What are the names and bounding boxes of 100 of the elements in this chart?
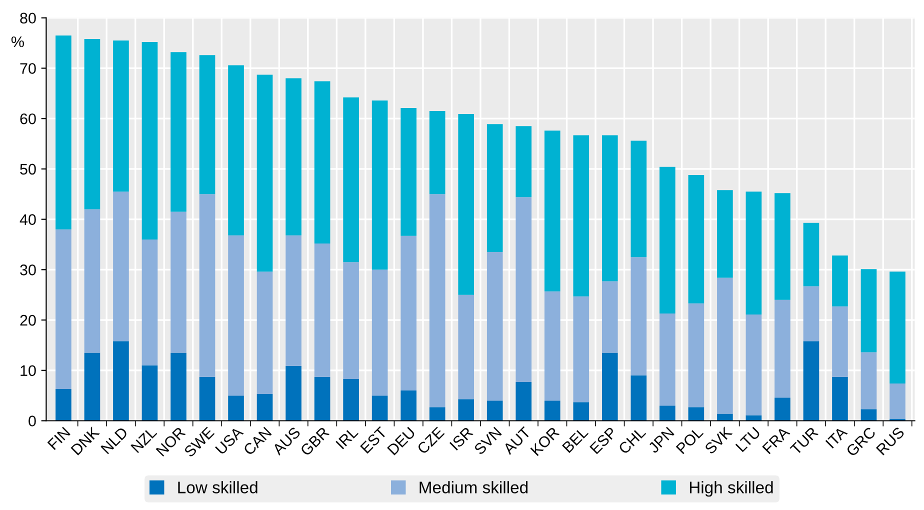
bar [199, 194, 216, 377]
bar [142, 239, 158, 366]
bar [429, 194, 446, 408]
bar [400, 390, 416, 421]
bar [860, 352, 877, 410]
bar [84, 39, 100, 210]
bar [688, 303, 704, 408]
bar [803, 341, 820, 421]
bar [286, 366, 302, 421]
bar [602, 352, 618, 421]
x-tick-label: FIN [47, 426, 70, 450]
bar [228, 235, 244, 396]
x-tick-label: FRA [762, 426, 790, 454]
bar [372, 100, 388, 270]
bar [256, 394, 273, 421]
bar [84, 209, 100, 353]
y-tick-label: 40 [20, 214, 36, 225]
legend-label: Medium skilled [420, 481, 528, 494]
bar [142, 42, 158, 240]
bar [429, 111, 446, 194]
bar [343, 262, 359, 379]
bar [688, 174, 704, 304]
y-tick-label: 50 [20, 164, 36, 175]
bar [400, 108, 416, 236]
y-axis-title: % [11, 36, 24, 48]
x-tick-label: IRL [336, 426, 359, 450]
bar [228, 396, 244, 421]
x-tick-label: NZL [130, 426, 158, 453]
bar [458, 294, 474, 400]
bar [372, 396, 388, 421]
bar [400, 236, 416, 391]
bar [56, 389, 72, 421]
bar [746, 192, 762, 314]
bar [199, 376, 216, 421]
bar [860, 269, 877, 352]
bar [142, 365, 158, 421]
x-tick-label: TUR [790, 426, 819, 456]
bar [113, 40, 129, 192]
bar [429, 407, 446, 421]
bar [630, 140, 647, 258]
bar [717, 278, 733, 414]
bar [660, 166, 676, 314]
bar [170, 352, 186, 421]
bar [343, 378, 359, 421]
bar [170, 52, 186, 212]
x-tick-label: BEL [562, 426, 589, 453]
bar [860, 409, 877, 421]
x-tick-label: USA [214, 426, 244, 455]
bar [458, 399, 474, 421]
bar [602, 135, 618, 282]
bar [573, 296, 590, 402]
x-tick-label: NLD [100, 426, 128, 454]
bar [717, 190, 733, 278]
y-tick-label: 20 [20, 314, 36, 326]
bar [746, 314, 762, 416]
bar [774, 398, 790, 421]
bar [113, 341, 129, 421]
bar [256, 272, 273, 394]
bar [774, 193, 790, 300]
y-tick-label: 0 [28, 416, 36, 426]
bar [314, 243, 330, 377]
bar [314, 376, 330, 421]
bar [890, 383, 906, 419]
bar [660, 406, 676, 421]
legend-label: Low skilled [178, 481, 258, 494]
bar [170, 212, 186, 353]
bar [458, 114, 474, 295]
bar [803, 222, 820, 286]
bar [832, 376, 848, 421]
y-tick-label: 10 [20, 365, 36, 376]
bar [890, 272, 906, 384]
x-tick-label: POL [676, 426, 704, 454]
bar [630, 257, 647, 376]
bar [286, 235, 302, 366]
x-tick-label: CHL [618, 426, 646, 455]
x-tick-label: ITA [825, 426, 848, 448]
legend-label: High skilled [690, 481, 773, 497]
bar [630, 375, 647, 421]
bar [343, 97, 359, 262]
bar [56, 229, 72, 390]
bar [544, 130, 560, 292]
bar [516, 197, 532, 382]
y-tick-label: 60 [20, 113, 36, 124]
bar [113, 192, 129, 342]
x-tick-label: ISR [449, 426, 474, 451]
bar [486, 400, 503, 421]
bar [228, 65, 244, 236]
bar [199, 55, 216, 194]
bar [84, 352, 100, 421]
bar [832, 256, 848, 306]
bar [602, 281, 618, 353]
y-tick-label: 80 [20, 12, 36, 24]
y-tick-label: 30 [20, 264, 36, 276]
bar [286, 78, 302, 236]
bar [544, 400, 560, 421]
bar [256, 74, 273, 272]
bar [717, 414, 733, 421]
bar [516, 382, 532, 421]
bar [573, 135, 590, 296]
x-tick-label: LTU [735, 426, 761, 452]
